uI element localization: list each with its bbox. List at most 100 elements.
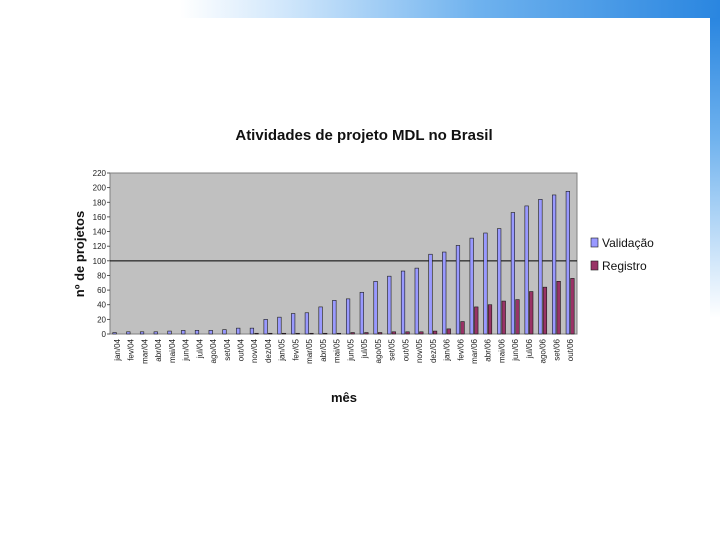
bar-validacao (332, 300, 337, 335)
bar-registro (405, 331, 410, 335)
bar-validacao (373, 281, 378, 335)
bar-registro (487, 304, 493, 335)
bar-registro (501, 300, 506, 335)
x-tick-label: mar/06 (470, 338, 479, 363)
y-tick-label: 200 (93, 184, 107, 193)
bar-validacao (455, 245, 461, 335)
bars-group (110, 190, 577, 335)
bar-validacao (249, 327, 255, 335)
bar-validacao (153, 331, 158, 335)
y-tick-label: 100 (93, 257, 107, 266)
bar-validacao (414, 267, 419, 335)
y-axis-title: nº de projetos (72, 211, 87, 297)
y-tick-label: 160 (93, 213, 107, 222)
x-tick-label: jul/04 (195, 338, 204, 359)
bar-validacao (208, 330, 213, 335)
x-tick-label: set/06 (552, 338, 561, 360)
bar-registro (268, 332, 273, 335)
y-tick-label: 120 (93, 242, 107, 251)
bar-registro (336, 332, 342, 335)
x-tick-label: abr/06 (484, 338, 493, 361)
bar-validacao (538, 199, 543, 335)
x-tick-label: ago/05 (374, 338, 383, 363)
bar-registro (295, 332, 300, 335)
y-tick-label: 80 (97, 271, 106, 280)
bar-validacao (469, 237, 474, 335)
bar-registro (350, 332, 355, 335)
y-tick-label: 180 (93, 198, 107, 207)
bar-registro (529, 291, 534, 335)
x-tick-label: out/05 (401, 338, 410, 361)
x-tick-label: jan/04 (113, 338, 122, 361)
bar-validacao (483, 232, 488, 335)
bar-registro (281, 332, 287, 335)
x-tick-label: ago/04 (209, 338, 218, 363)
bar-validacao (194, 330, 200, 335)
x-tick-label: fev/04 (127, 338, 136, 360)
bar-validacao (167, 330, 172, 335)
bar-registro (474, 306, 479, 335)
bar-validacao (291, 313, 296, 335)
x-tick-label: jun/06 (511, 338, 520, 361)
bar-registro (391, 331, 396, 335)
x-tick-label: set/05 (388, 338, 397, 360)
bar-registro (309, 332, 314, 335)
legend-label: Registro (602, 259, 647, 273)
legend-swatch (590, 237, 599, 248)
bar-validacao (139, 331, 145, 335)
x-tick-label: jul/05 (360, 338, 369, 359)
x-tick-label: dez/05 (429, 338, 438, 363)
chart-title: Atividades de projeto MDL no Brasil (235, 127, 492, 144)
x-tick-label: jun/04 (182, 338, 191, 361)
bar-registro (323, 332, 328, 335)
x-tick-label: abr/05 (319, 338, 328, 361)
bar-validacao (497, 228, 502, 335)
bar-registro (446, 328, 451, 335)
bar-registro (419, 331, 424, 335)
x-tick-label: jun/05 (346, 338, 355, 361)
bar-validacao (236, 327, 241, 335)
bar-validacao (345, 298, 351, 335)
x-tick-label: mar/04 (140, 338, 149, 363)
bar-registro (432, 330, 438, 335)
bar-registro (556, 281, 561, 335)
bar-registro (364, 332, 369, 335)
bar-validacao (222, 329, 227, 335)
x-tick-label: ago/06 (539, 338, 548, 363)
x-tick-label: jul/06 (525, 338, 534, 359)
bar-registro (542, 286, 548, 335)
bar-validacao (510, 212, 515, 335)
x-tick-label: jan/05 (278, 338, 287, 361)
bar-validacao (181, 330, 186, 335)
bar-validacao (552, 194, 557, 335)
x-axis-title: mês (331, 390, 357, 405)
y-tick-label: 220 (93, 169, 107, 178)
bar-validacao (442, 251, 447, 335)
bar-validacao (318, 306, 323, 335)
x-axis: jan/04 fev/04 mar/04 abr/04 mai/04 jun/04 jul/… (113, 338, 575, 363)
x-tick-label: set/04 (223, 338, 232, 360)
bar-validacao (112, 332, 117, 335)
x-tick-label: mar/05 (305, 338, 314, 363)
bar-registro (378, 332, 383, 335)
slide-decoration-gradient-top (180, 0, 720, 18)
bar-registro (515, 299, 520, 335)
bar-validacao (304, 312, 309, 335)
y-tick-label: 140 (93, 228, 107, 237)
bar-validacao (565, 190, 570, 335)
x-tick-label: nov/05 (415, 338, 424, 363)
bar-validacao (428, 253, 433, 335)
bar-validacao (263, 319, 268, 335)
y-axis: 0 20 40 60 80 100 120 140 160 180 200 220 (93, 169, 110, 339)
x-tick-label: mai/04 (168, 338, 177, 363)
bar-registro (254, 332, 259, 335)
x-tick-label: mai/05 (333, 338, 342, 363)
y-tick-label: 0 (102, 330, 107, 339)
slide-decoration-gradient-right (710, 18, 720, 318)
bar-validacao (524, 205, 529, 335)
x-tick-label: out/04 (236, 338, 245, 361)
bar-validacao (400, 270, 406, 335)
x-tick-label: out/06 (566, 338, 575, 361)
bar-validacao (387, 275, 392, 335)
